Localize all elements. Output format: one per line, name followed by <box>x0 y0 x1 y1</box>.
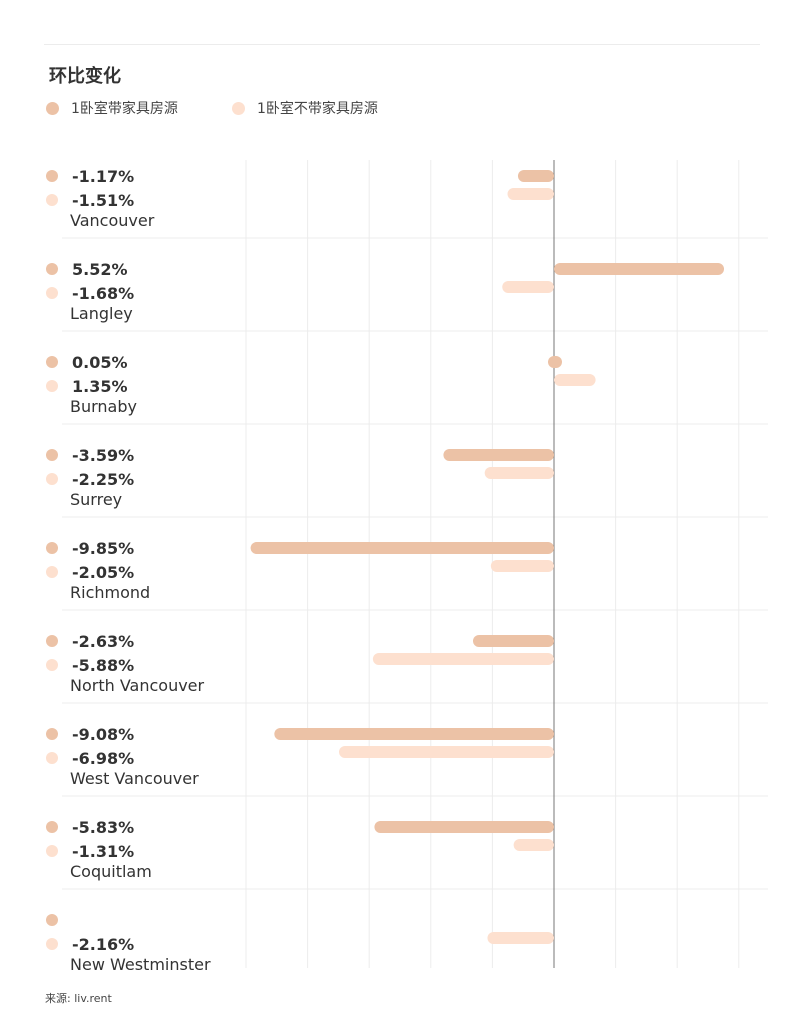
category-label: Vancouver <box>70 211 155 230</box>
series-marker <box>46 194 58 206</box>
value-label: -9.85% <box>72 539 134 558</box>
value-label: -2.05% <box>72 563 134 582</box>
value-label: -1.68% <box>72 284 134 303</box>
data-bar <box>554 263 725 275</box>
category-row: 5.52% -1.68%Langley <box>46 260 725 323</box>
category-label: Richmond <box>70 583 150 602</box>
series-marker <box>46 566 58 578</box>
legend-furnished-label: 1卧室带家具房源 <box>71 101 178 117</box>
series-marker <box>46 287 58 299</box>
data-bar <box>554 374 596 386</box>
data-bar <box>250 542 554 554</box>
value-label: -2.63% <box>72 632 134 651</box>
value-label: -9.08% <box>72 725 134 744</box>
legend-item-unfurnished: 1卧室不带家具房源 <box>232 98 378 118</box>
series-marker <box>46 380 58 392</box>
value-label: -1.51% <box>72 191 134 210</box>
value-label: 0.05% <box>72 353 128 372</box>
category-row: 0.05% 1.35%Burnaby <box>46 353 596 416</box>
data-bar <box>374 821 554 833</box>
value-label: -2.16% <box>72 935 134 954</box>
value-label: -1.17% <box>72 167 134 186</box>
series-marker <box>46 449 58 461</box>
category-row: -5.83% -1.31%Coquitlam <box>46 818 554 881</box>
series-marker <box>46 752 58 764</box>
series-marker <box>46 659 58 671</box>
category-label: Langley <box>70 304 133 323</box>
series-marker <box>46 170 58 182</box>
category-row: -3.59% -2.25%Surrey <box>46 446 554 509</box>
series-marker <box>46 728 58 740</box>
data-bar <box>490 560 554 572</box>
chart-title: 环比变化 <box>49 66 121 87</box>
top-divider <box>44 44 760 45</box>
data-bar <box>443 449 554 461</box>
data-bar <box>507 188 554 200</box>
series-marker <box>46 635 58 647</box>
data-bar <box>487 932 554 944</box>
series-marker <box>46 263 58 275</box>
value-label: 5.52% <box>72 260 128 279</box>
category-row: -2.16%New Westminster <box>46 914 554 974</box>
legend-unfurnished-swatch <box>232 101 245 115</box>
value-label: -6.98% <box>72 749 134 768</box>
category-row: -2.63% -5.88%North Vancouver <box>46 632 554 695</box>
category-label: Burnaby <box>70 397 137 416</box>
legend-unfurnished-label: 1卧室不带家具房源 <box>257 101 378 117</box>
series-marker <box>46 821 58 833</box>
data-bar <box>484 467 554 479</box>
series-marker <box>46 938 58 950</box>
series-marker <box>46 473 58 485</box>
legend-item-furnished: 1卧室带家具房源 <box>46 98 178 118</box>
value-label: -5.88% <box>72 656 134 675</box>
value-label: -3.59% <box>72 446 134 465</box>
category-label: New Westminster <box>70 955 211 974</box>
series-marker <box>46 542 58 554</box>
data-bar <box>339 746 554 758</box>
series-marker <box>46 356 58 368</box>
data-bar <box>502 281 554 293</box>
category-row: -9.08% -6.98%West Vancouver <box>46 725 554 788</box>
category-label: West Vancouver <box>70 769 199 788</box>
category-label: Coquitlam <box>70 862 152 881</box>
data-bar <box>472 635 554 647</box>
series-marker <box>46 914 58 926</box>
data-bar <box>517 170 554 182</box>
value-label: -5.83% <box>72 818 134 837</box>
data-bar <box>372 653 554 665</box>
data-bar <box>548 356 562 368</box>
category-label: North Vancouver <box>70 676 205 695</box>
source-note: 来源: liv.rent <box>45 992 112 1005</box>
data-bar <box>513 839 554 851</box>
category-row: -9.85% -2.05%Richmond <box>46 539 554 602</box>
legend-furnished-swatch <box>46 101 59 115</box>
value-label: -2.25% <box>72 470 134 489</box>
category-label: Surrey <box>70 490 122 509</box>
series-marker <box>46 845 58 857</box>
value-label: 1.35% <box>72 377 128 396</box>
data-bar <box>274 728 554 740</box>
category-row: -1.17% -1.51%Vancouver <box>46 167 554 230</box>
value-label: -1.31% <box>72 842 134 861</box>
